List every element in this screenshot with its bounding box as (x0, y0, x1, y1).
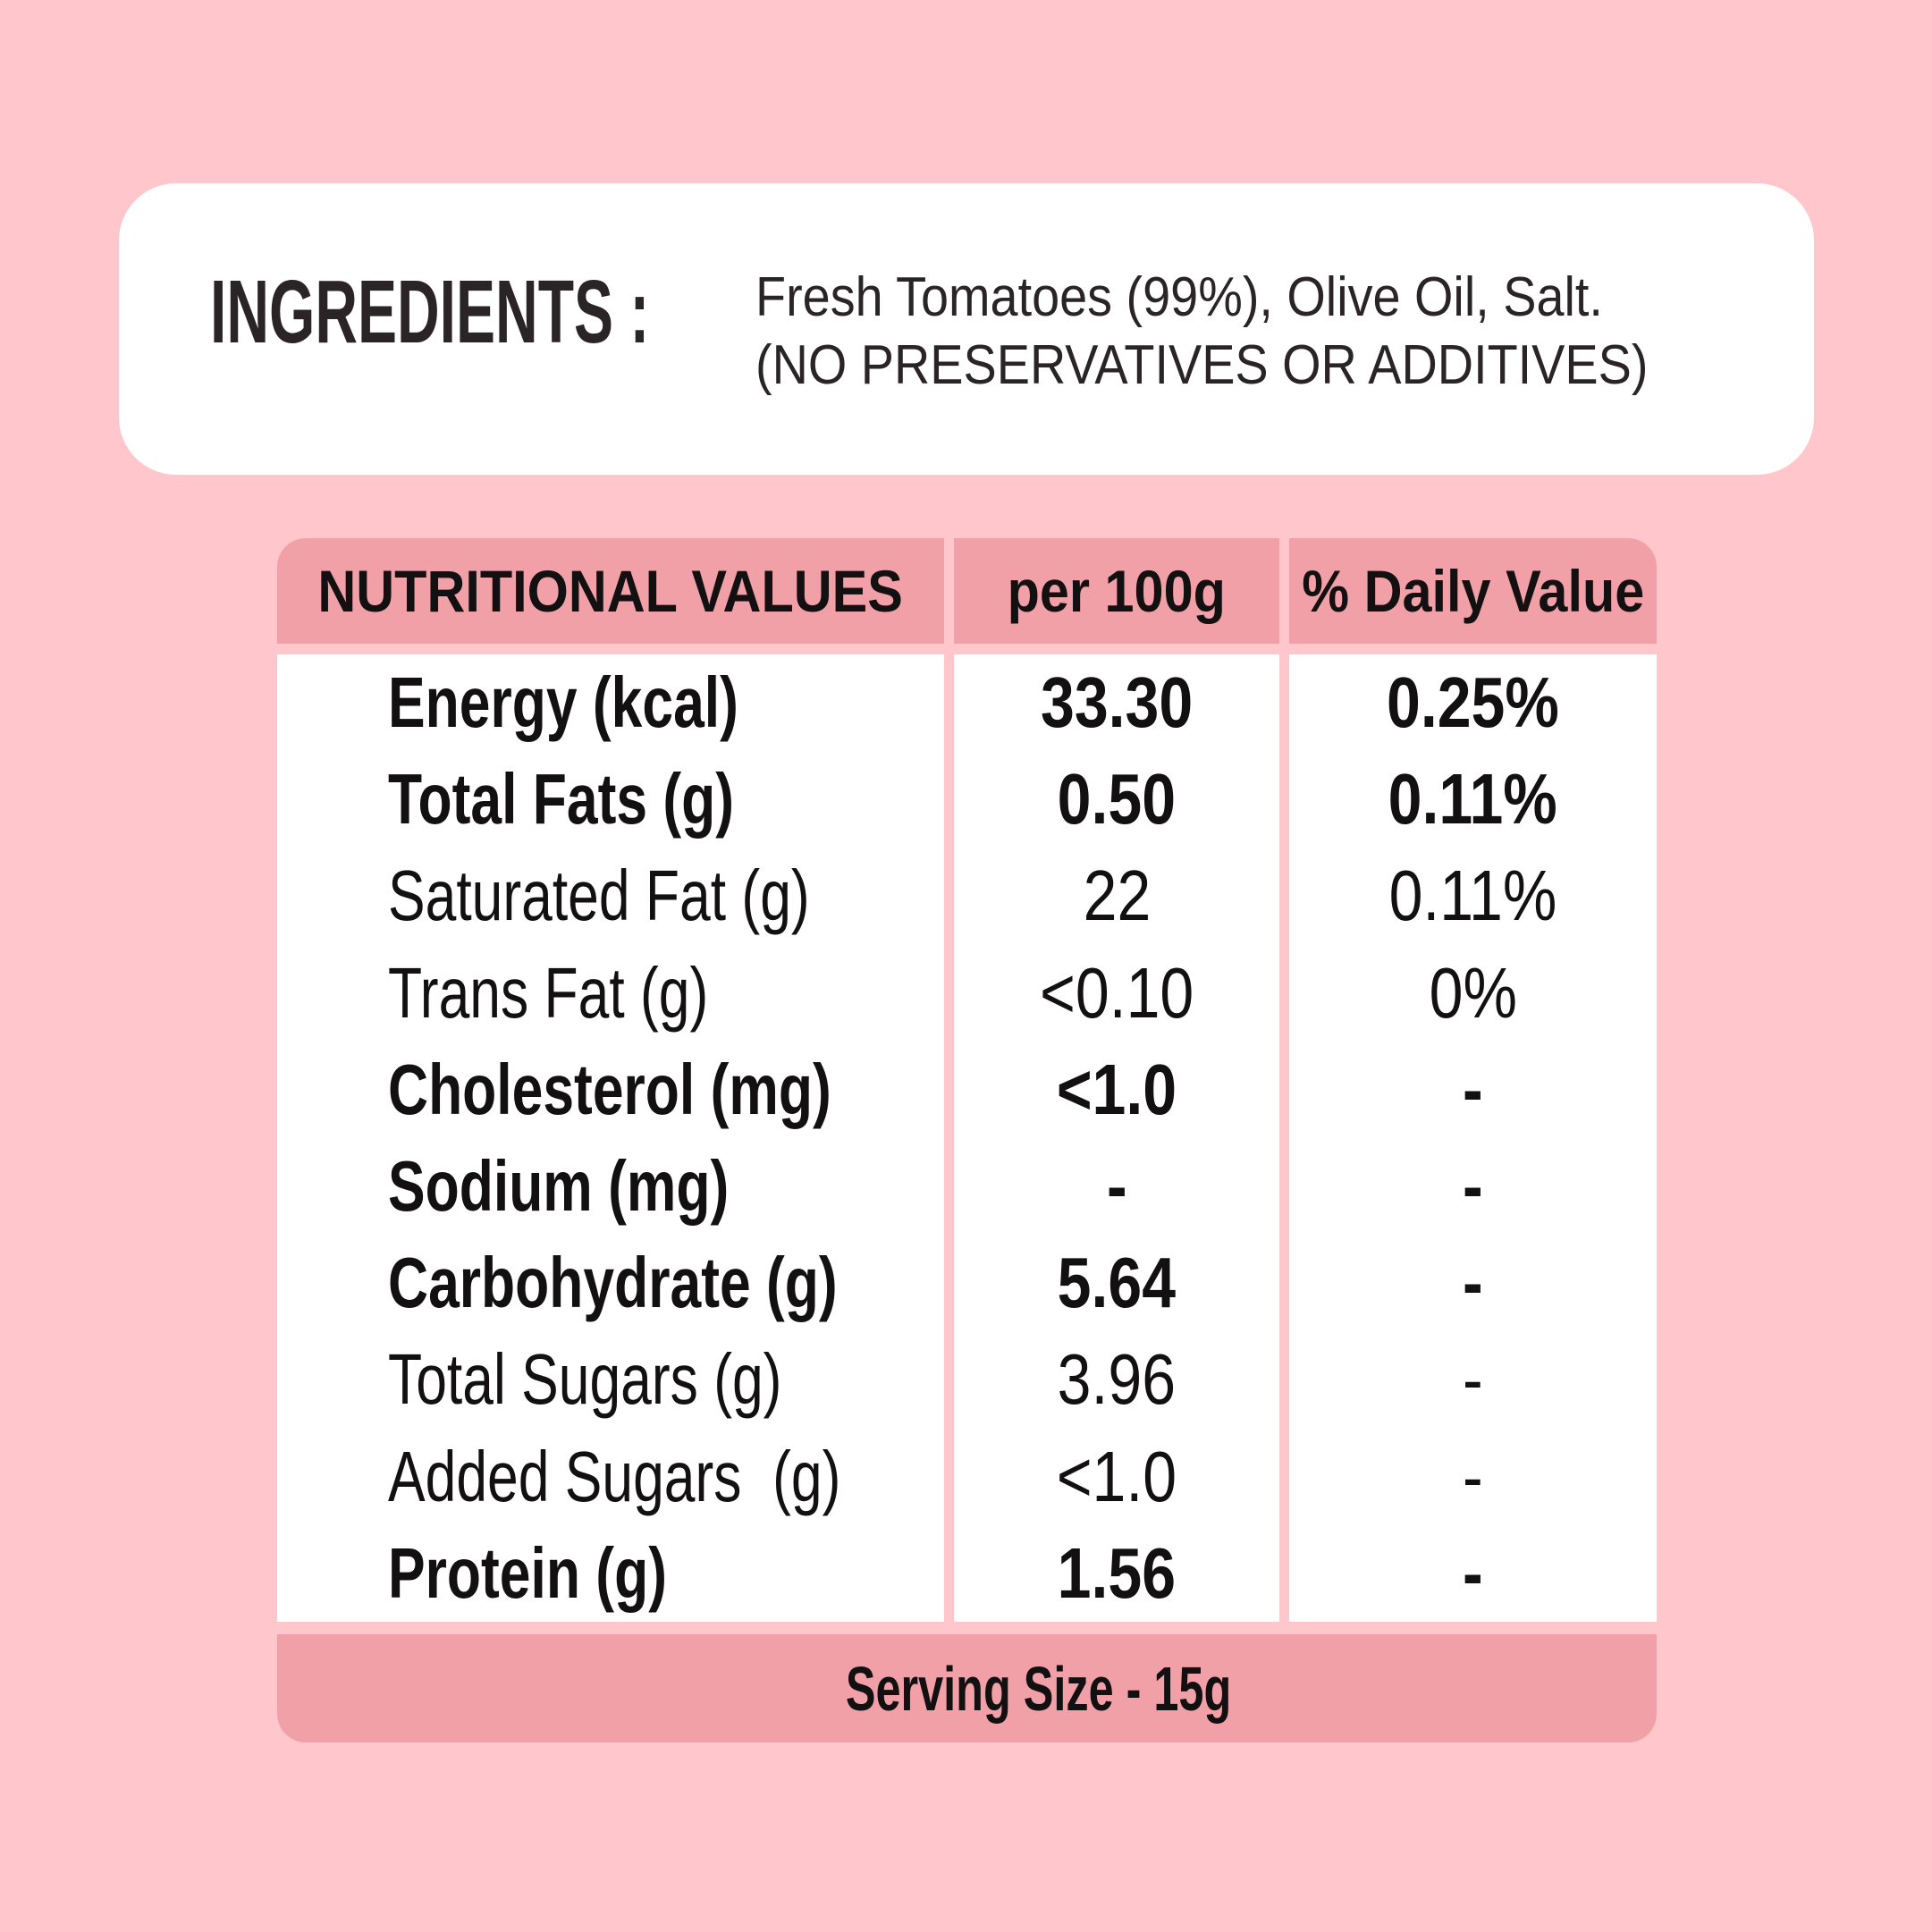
table-row-cell: - (954, 1151, 1279, 1222)
table-row-cell: 0% (1289, 952, 1657, 1033)
nutrition-table: NUTRITIONAL VALUES per 100g % Daily Valu… (277, 538, 1657, 1742)
per-100g-value: 33.30 (1040, 662, 1194, 743)
nutrient-label: Carbohydrate (g) (388, 1243, 838, 1323)
ingredients-card: INGREDIENTS : Fresh Tomatoes (99%), Oliv… (119, 183, 1814, 475)
per-100g-value: <0.10 (1039, 952, 1194, 1033)
column-daily-values: 0.25% 0.11% 0.11% 0% - - - - - - (1289, 654, 1657, 1622)
nutrient-label: Energy (kcal) (388, 662, 738, 743)
table-row-cell: 3.96 (954, 1344, 1279, 1415)
nutrient-label: Trans Fat (g) (388, 952, 709, 1033)
column-nutrient-names: Energy (kcal) Total Fats (g) Saturated Fat… (277, 654, 944, 1622)
per-100g-value: 5.64 (1057, 1243, 1177, 1323)
column-per-100g-values: 33.30 0.50 22 <0.10 <1.0 - 5.64 3.96 <1.0 1.56 (954, 654, 1279, 1622)
daily-value: - (1463, 1436, 1483, 1516)
table-row-cell: Carbohydrate (g) (277, 1247, 968, 1319)
table-row-cell: Energy (kcal) (277, 667, 968, 738)
per-100g-value: 3.96 (1057, 1339, 1177, 1420)
serving-size-text: Serving Size - 15g (845, 1653, 1232, 1724)
serving-size-footer: Serving Size - 15g (277, 1634, 1657, 1742)
nutrient-label: Cholesterol (mg) (388, 1049, 831, 1129)
table-row-cell: - (1289, 1436, 1657, 1516)
table-row-cell: - (1289, 1532, 1657, 1613)
daily-value: - (1463, 1049, 1483, 1129)
per-100g-value: - (1106, 1146, 1127, 1227)
daily-value: 0.25% (1387, 662, 1559, 743)
table-row-cell: - (1289, 1151, 1657, 1222)
per-100g-value: <1.0 (1056, 1436, 1177, 1516)
ingredients-line-2: (NO PRESERVATIVES OR ADDITIVES) (755, 334, 1649, 396)
ingredients-text: Fresh Tomatoes (99%), Olive Oil, Salt. (… (755, 264, 1747, 400)
nutrition-table-body: Energy (kcal) Total Fats (g) Saturated Fat… (277, 654, 1657, 1622)
table-row-cell: Saturated Fat (g) (277, 860, 968, 932)
nutrient-label: Sodium (mg) (388, 1146, 730, 1227)
table-row-cell: Added Sugars (g) (277, 1436, 968, 1516)
per-100g-value: 1.56 (1057, 1532, 1177, 1613)
table-row-cell: 0.25% (1289, 667, 1657, 738)
table-row-cell: Cholesterol (mg) (277, 1049, 968, 1129)
nutrition-table-header: NUTRITIONAL VALUES per 100g % Daily Valu… (277, 538, 1657, 644)
nutrient-label: Saturated Fat (g) (388, 856, 810, 936)
table-row-cell: Total Fats (g) (277, 764, 968, 835)
nutrient-label: Total Sugars (g) (388, 1339, 782, 1420)
table-row-cell: 0.11% (1289, 860, 1657, 932)
daily-value: 0.11% (1388, 856, 1557, 936)
header-label: % Daily Value (1301, 558, 1645, 624)
per-100g-value: 0.50 (1057, 759, 1177, 839)
table-row-cell: <0.10 (954, 952, 1279, 1033)
daily-value: - (1463, 1532, 1483, 1613)
table-row-cell: 5.64 (954, 1247, 1279, 1319)
header-daily-value: % Daily Value (1289, 538, 1657, 644)
header-per-100g: per 100g (954, 538, 1279, 644)
table-row-cell: 0.11% (1289, 764, 1657, 835)
daily-value: 0.11% (1388, 759, 1558, 839)
table-row-cell: <1.0 (954, 1049, 1279, 1129)
ingredients-line-1: Fresh Tomatoes (99%), Olive Oil, Salt. (755, 266, 1603, 328)
table-row-cell: 33.30 (954, 667, 1279, 738)
header-nutritional-values: NUTRITIONAL VALUES (277, 538, 944, 644)
nutrient-label: Protein (g) (388, 1532, 667, 1613)
per-100g-value: 22 (1083, 856, 1151, 936)
table-row-cell: Protein (g) (277, 1532, 968, 1613)
table-row-cell: - (1289, 1247, 1657, 1319)
table-row-cell: - (1289, 1344, 1657, 1415)
daily-value: - (1463, 1146, 1483, 1227)
daily-value: - (1463, 1243, 1483, 1323)
nutrient-label: Total Fats (g) (388, 759, 735, 839)
table-row-cell: 22 (954, 860, 1279, 932)
daily-value: 0% (1429, 952, 1517, 1033)
nutrient-label: Added Sugars (g) (388, 1436, 841, 1516)
table-row-cell: 0.50 (954, 764, 1279, 835)
header-label: NUTRITIONAL VALUES (317, 558, 904, 624)
table-row-cell: Sodium (mg) (277, 1151, 968, 1222)
table-row-cell: Trans Fat (g) (277, 952, 968, 1033)
table-row-cell: - (1289, 1049, 1657, 1129)
header-label: per 100g (1007, 558, 1227, 624)
daily-value: - (1463, 1339, 1483, 1420)
per-100g-value: <1.0 (1056, 1049, 1177, 1129)
table-row-cell: 1.56 (954, 1532, 1279, 1613)
table-row-cell: <1.0 (954, 1436, 1279, 1516)
ingredients-heading: INGREDIENTS : (210, 262, 650, 362)
table-row-cell: Total Sugars (g) (277, 1344, 968, 1415)
